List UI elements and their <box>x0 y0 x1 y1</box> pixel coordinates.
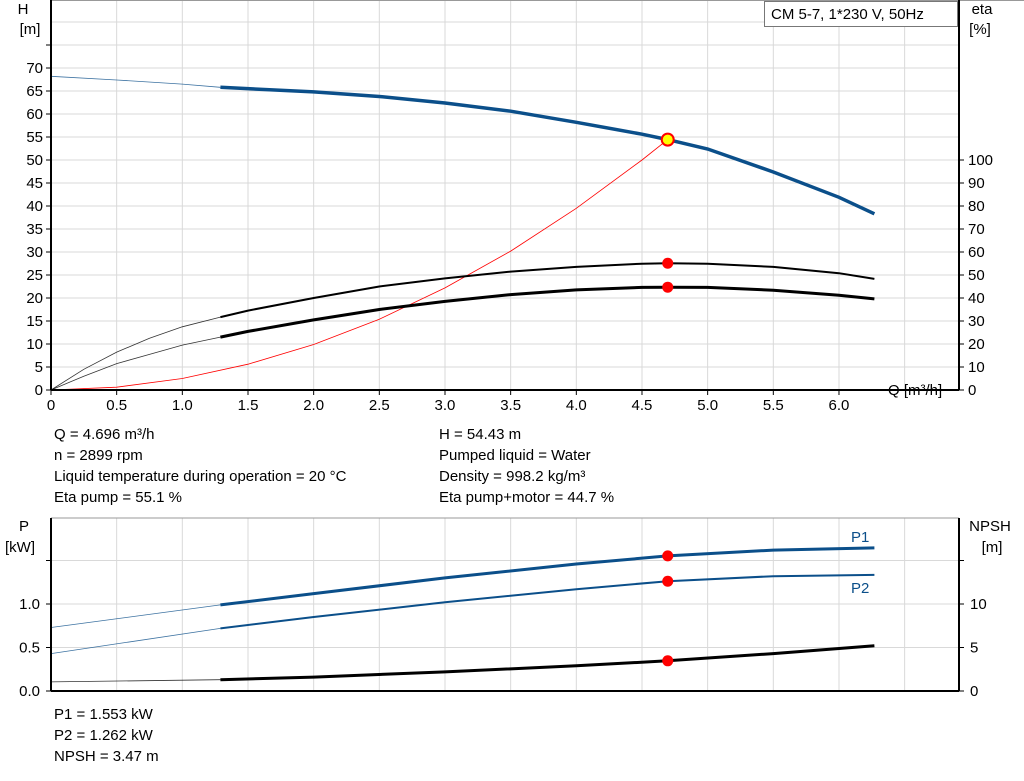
bottom-grid <box>51 517 959 691</box>
eta-tick-label: 20 <box>968 336 985 353</box>
x-tick-label: 6.0 <box>829 397 850 414</box>
eta-tick-label: 90 <box>968 175 985 192</box>
eta-tick-label: 10 <box>968 359 985 376</box>
p2-operating-point <box>662 575 674 587</box>
h-tick-label: 20 <box>26 290 43 307</box>
p2-curve <box>220 573 875 630</box>
h-tick-label: 45 <box>26 175 43 192</box>
h-tick-label: 50 <box>26 152 43 169</box>
head-curve-extrapolated <box>50 75 221 88</box>
h-tick-label: 15 <box>26 313 43 330</box>
info-flow: Q = 4.696 m³/h <box>54 426 155 443</box>
info-liquid: Pumped liquid = Water <box>439 447 591 464</box>
info-p1: P1 = 1.553 kW <box>54 706 153 723</box>
p-tick-label: 0.5 <box>19 640 40 657</box>
eta-tick-label: 0 <box>968 382 976 399</box>
x-tick-label: 4.0 <box>566 397 587 414</box>
h-tick-label: 60 <box>26 106 43 123</box>
eta-axis-label: eta <box>972 1 994 18</box>
info-top-right: H = 54.43 m Pumped liquid = Water Densit… <box>439 424 614 508</box>
eta_pump_motor-curve-extrapolated <box>50 336 221 391</box>
eta_pump-curve-extrapolated <box>50 316 221 391</box>
x-tick-label: 2.5 <box>369 397 390 414</box>
info-npsh: NPSH = 3.47 m <box>54 748 159 765</box>
h-tick-label: 35 <box>26 221 43 238</box>
head-operating-point <box>660 132 675 147</box>
top-grid <box>51 0 1024 390</box>
eta-pump-operating-point <box>662 257 674 269</box>
npsh-tick-label: 5 <box>970 640 978 657</box>
p2-series-label: P2 <box>851 580 869 597</box>
npsh-curve <box>220 644 875 682</box>
head-curve <box>220 85 876 216</box>
info-liquid-temp: Liquid temperature during operation = 20… <box>54 468 347 485</box>
x-tick-label: 3.5 <box>500 397 521 414</box>
x-tick-label: 2.0 <box>303 397 324 414</box>
eta-tick-label: 60 <box>968 244 985 261</box>
h-tick-label: 30 <box>26 244 43 261</box>
info-head: H = 54.43 m <box>439 426 522 443</box>
eta-pump-motor-operating-point <box>662 281 674 293</box>
p-tick-label: 1.0 <box>19 596 40 613</box>
npsh-curve-extrapolated <box>50 679 221 683</box>
p-axis-unit: [kW] <box>5 539 35 556</box>
eta-tick-label: 70 <box>968 221 985 238</box>
info-density: Density = 998.2 kg/m³ <box>439 468 586 485</box>
eta-tick-label: 40 <box>968 290 985 307</box>
h-axis-unit: [m] <box>20 21 41 38</box>
q-axis-label: Q [m³/h] <box>888 382 942 399</box>
eta-tick-label: 50 <box>968 267 985 284</box>
axes: 0 0.5 1.0 1.5 2.0 2.5 3.0 3.5 4.0 4.5 5.0 5.5 6.0 0 5 1… <box>19 0 993 700</box>
info-eta-pump: Eta pump = 55.1 % <box>54 489 182 506</box>
h-axis-label: H <box>18 1 29 18</box>
npsh-axis-label: NPSH <box>969 518 1011 535</box>
x-tick-label: 5.5 <box>763 397 784 414</box>
h-tick-label: 10 <box>26 336 43 353</box>
h-tick-label: 5 <box>35 359 43 376</box>
eta-tick-label: 100 <box>968 152 993 169</box>
h-tick-label: 0 <box>35 382 43 399</box>
npsh-tick-label: 0 <box>970 683 978 700</box>
npsh-tick-label: 10 <box>970 596 987 613</box>
h-tick-label: 25 <box>26 267 43 284</box>
eta_pump_motor-curve <box>220 285 875 339</box>
p1-operating-point <box>662 550 674 562</box>
x-tick-label: 3.0 <box>435 397 456 414</box>
npsh-operating-point <box>662 655 674 667</box>
p2-curve-extrapolated <box>50 628 221 654</box>
system-curve <box>50 139 668 391</box>
x-tick-label: 4.5 <box>632 397 653 414</box>
p-axis-label: P <box>19 518 29 535</box>
p-tick-label: 0.0 <box>19 683 40 700</box>
p1-curve <box>220 546 875 607</box>
h-tick-label: 65 <box>26 83 43 100</box>
info-top-left: Q = 4.696 m³/h n = 2899 rpm Liquid tempe… <box>54 424 346 508</box>
p1-curve-extrapolated <box>50 604 221 628</box>
npsh-axis-unit: [m] <box>982 539 1003 556</box>
x-tick-label: 1.5 <box>238 397 259 414</box>
info-bottom: P1 = 1.553 kW P2 = 1.262 kW NPSH = 3.47 … <box>54 704 159 767</box>
h-tick-label: 70 <box>26 60 43 77</box>
x-tick-label: 0 <box>47 397 55 414</box>
x-tick-label: 1.0 <box>172 397 193 414</box>
eta-tick-label: 30 <box>968 313 985 330</box>
p1-series-label: P1 <box>851 529 869 546</box>
eta-tick-label: 80 <box>968 198 985 215</box>
eta-axis-unit: [%] <box>969 21 991 38</box>
h-tick-label: 55 <box>26 129 43 146</box>
pump-title-box: CM 5-7, 1*230 V, 50Hz <box>764 1 958 27</box>
eta_pump-curve <box>220 262 875 319</box>
info-speed: n = 2899 rpm <box>54 447 143 464</box>
x-tick-label: 0.5 <box>106 397 127 414</box>
info-eta-pump-motor: Eta pump+motor = 44.7 % <box>439 489 615 506</box>
x-tick-label: 5.0 <box>697 397 718 414</box>
h-tick-label: 40 <box>26 198 43 215</box>
curves <box>50 75 876 683</box>
info-p2: P2 = 1.262 kW <box>54 727 153 744</box>
